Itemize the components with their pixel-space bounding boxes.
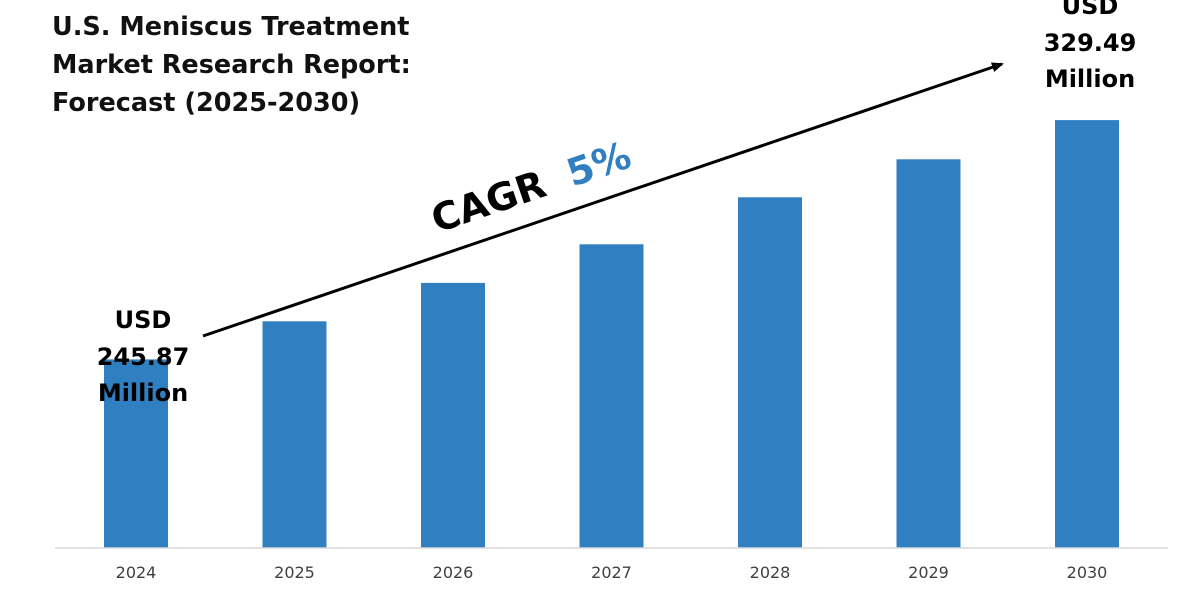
chart-title: U.S. Meniscus Treatment Market Research … xyxy=(52,8,411,122)
x-tick-2024: 2024 xyxy=(116,563,157,582)
cagr-value: 5% xyxy=(561,133,636,195)
start-label-amount: 245.87 xyxy=(97,343,190,371)
title-line-3: Forecast (2025-2030) xyxy=(52,88,361,118)
end-label-amount: 329.49 xyxy=(1044,29,1137,57)
bar-2027 xyxy=(579,244,644,549)
x-tick-2026: 2026 xyxy=(433,563,474,582)
x-tick-2027: 2027 xyxy=(591,563,632,582)
cagr-prefix: CAGR xyxy=(426,162,552,242)
x-tick-2029: 2029 xyxy=(908,563,949,582)
growth-arrow xyxy=(202,62,1004,338)
bars-group xyxy=(104,120,1119,549)
bar-2026 xyxy=(421,282,485,548)
bar-2024 xyxy=(104,359,168,548)
bar-2030 xyxy=(1055,120,1119,548)
end-label-currency: USD xyxy=(1062,0,1119,20)
start-label-unit: Million xyxy=(98,379,188,407)
bar-2028 xyxy=(738,197,802,549)
x-tick-2025: 2025 xyxy=(274,563,315,582)
bar-2029 xyxy=(896,159,961,549)
x-tick-labels: 2024 2025 2026 2027 2028 2029 2030 xyxy=(116,563,1108,582)
title-line-1: U.S. Meniscus Treatment xyxy=(52,12,410,42)
bar-2025 xyxy=(262,321,327,548)
start-value-label: USD 245.87 Million xyxy=(97,306,190,407)
start-label-currency: USD xyxy=(115,306,172,334)
x-tick-2028: 2028 xyxy=(750,563,791,582)
x-tick-2030: 2030 xyxy=(1067,563,1108,582)
end-value-label: USD 329.49 Million xyxy=(1044,0,1137,93)
title-line-2: Market Research Report: xyxy=(52,50,411,80)
end-label-unit: Million xyxy=(1045,65,1135,93)
